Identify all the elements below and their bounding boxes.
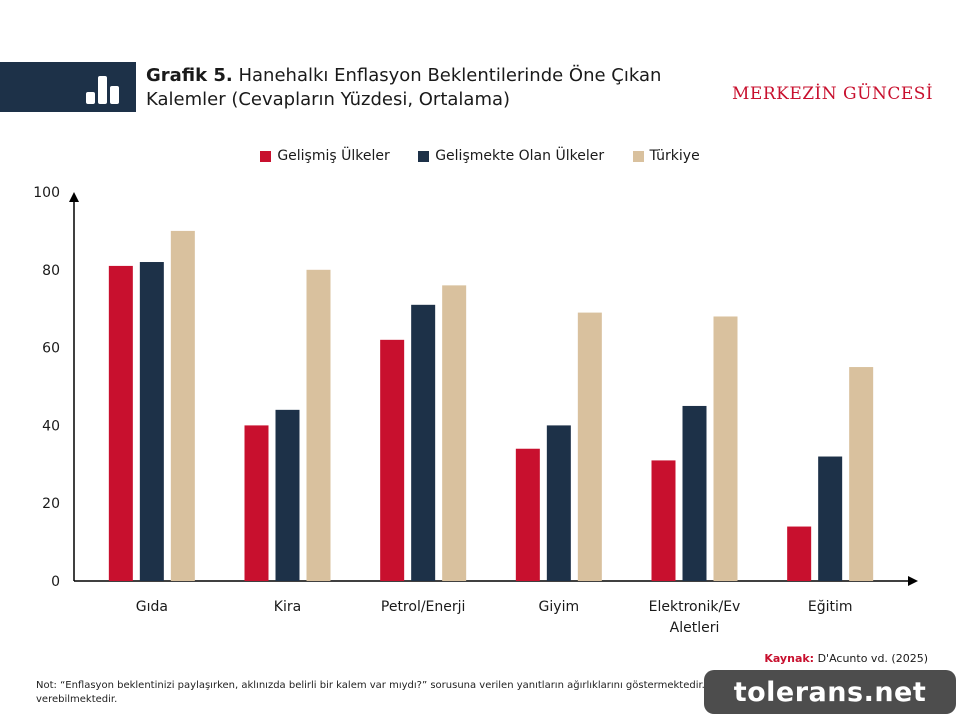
y-tick-label-5: 100 [33,185,60,201]
bar-2-1 [411,304,436,581]
legend-label-developed: Gelişmiş Ülkeler [277,148,390,164]
x-tick-label-4-1: Aletleri [670,620,720,636]
bar-3-0 [515,448,540,581]
x-tick-label-2-0: Petrol/Enerji [381,599,466,615]
legend-swatch-emerging [418,150,430,162]
bar-1-0 [244,425,269,581]
x-tick-label-3-0: Giyim [539,599,580,615]
title-color-block [0,62,136,112]
bar-0-2 [170,230,195,581]
source-label: Kaynak: [764,652,815,665]
x-axis-arrow [908,576,918,586]
legend-item-emerging: Gelişmekte Olan Ülkeler [418,148,604,164]
bar-chart-icon [0,62,136,112]
chart-legend: Gelişmiş Ülkeler Gelişmekte Olan Ülkeler… [0,148,960,166]
bar-5-0 [787,526,812,581]
bar-5-1 [818,456,843,581]
source-line: Kaynak: D'Acunto vd. (2025) [764,652,928,665]
bar-4-0 [651,460,676,581]
chart-title: Grafik 5. Hanehalkı Enflasyon Beklentile… [146,64,706,112]
y-tick-label-1: 20 [42,496,60,512]
bar-1-1 [275,409,300,581]
bar-2-0 [380,339,405,581]
chart-title-line2: Kalemler (Cevapların Yüzdesi, Ortalama) [146,89,511,110]
legend-label-emerging: Gelişmekte Olan Ülkeler [435,148,605,164]
x-tick-label-0-0: Gıda [136,599,168,615]
bar-2-2 [442,285,467,581]
footnote: Not: “Enflasyon beklentinizi paylaşırken… [36,680,914,705]
legend-swatch-developed [260,150,272,162]
x-tick-label-5-0: Eğitim [808,599,853,615]
legend-item-developed: Gelişmiş Ülkeler [260,148,390,164]
x-tick-label-1-0: Kira [274,599,301,615]
bar-0-0 [108,265,133,581]
y-tick-label-3: 60 [42,341,60,357]
bar-5-2 [849,367,874,581]
brand-logo: MERKEZİN GÜNCESİ [732,84,934,104]
chart-title-number: Grafik 5. [146,65,233,86]
bar-chart: 0 20 40 60 80 100 Gıda Kira Petrol/Enerji Giyim El… [33,185,918,636]
legend-label-turkiye: Türkiye [649,148,700,164]
bar-0-1 [139,262,164,581]
bar-3-1 [546,425,571,581]
watermark: tolerans.net [704,670,956,714]
y-tick-label-4: 80 [42,263,60,279]
chart-title-line1: Hanehalkı Enflasyon Beklentilerinde Öne … [238,65,662,86]
bar-1-2 [306,269,331,581]
y-tick-label-2: 40 [42,418,60,434]
bar-4-2 [713,316,738,581]
y-tick-label-0: 0 [51,574,60,590]
source-text: D'Acunto vd. (2025) [817,652,928,665]
y-axis-arrow [69,192,79,202]
bar-4-1 [682,405,707,581]
x-tick-label-4-0: Elektronik/Ev [649,599,741,615]
legend-swatch-turkiye [632,150,644,162]
legend-item-turkiye: Türkiye [632,148,700,164]
bar-3-2 [577,312,602,581]
